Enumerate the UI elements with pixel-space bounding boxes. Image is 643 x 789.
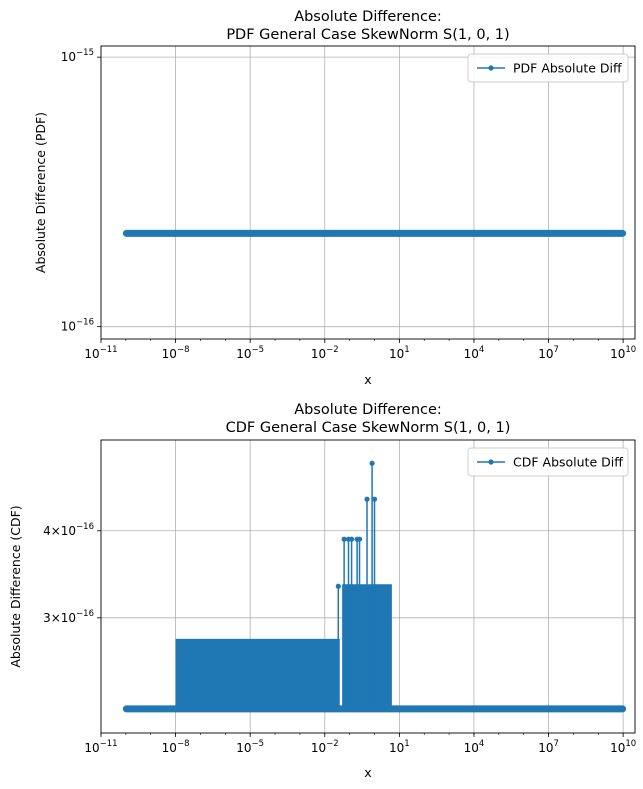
x-tick-label-base: 10 <box>538 741 553 755</box>
x-tick-label: 10−8 <box>162 345 190 361</box>
y-tick-label: 4×10−16 <box>43 522 94 538</box>
y-axis-label: Absolute Difference (CDF) <box>8 505 23 667</box>
y-tick-label-exponent: −16 <box>76 609 94 619</box>
series-pdf-absolute-diff <box>122 229 627 237</box>
legend-box <box>467 447 629 477</box>
x-tick-label-exponent: −8 <box>177 345 190 355</box>
y-tick-label-exponent: −16 <box>76 522 94 532</box>
x-tick-label-exponent: −5 <box>252 739 265 749</box>
legend-box <box>467 53 629 83</box>
y-tick-label-base: 3×10 <box>43 611 76 625</box>
legend-marker-swatch <box>488 65 494 71</box>
x-tick-label: 104 <box>464 739 485 755</box>
chart-title: Absolute Difference: <box>294 402 442 418</box>
spike-point <box>341 536 347 542</box>
x-tick-label: 10−2 <box>311 345 339 361</box>
x-tick-label-exponent: 4 <box>479 739 484 749</box>
y-tick-label-base: 4×10 <box>43 524 76 538</box>
x-tick-label-base: 10 <box>464 347 479 361</box>
x-tick-label-exponent: −11 <box>100 739 118 749</box>
plot-frame <box>100 439 636 734</box>
spike-point <box>335 583 341 589</box>
chart-subtitle: CDF General Case SkewNorm S(1, 0, 1) <box>226 420 511 436</box>
x-tick-label-base: 10 <box>236 347 251 361</box>
x-tick-label-base: 10 <box>162 347 177 361</box>
x-tick-label-base: 10 <box>236 741 251 755</box>
y-tick-label: 3×10−16 <box>43 609 94 625</box>
x-tick-label-exponent: 7 <box>553 739 558 749</box>
x-tick-label-base: 10 <box>311 741 326 755</box>
spike-point <box>371 496 378 502</box>
x-axis-label: x <box>364 372 371 387</box>
y-tick-label-base: 10 <box>61 50 76 64</box>
x-tick-label-base: 10 <box>464 741 479 755</box>
y-tick-label-base: 10 <box>61 320 76 334</box>
x-tick-label-exponent: 7 <box>553 345 558 355</box>
x-tick-label-exponent: 10 <box>625 345 636 355</box>
plot-frame <box>100 45 636 340</box>
chart-panel-pdf: 10−11 10−8 10−5 10−2 101 104 107 101010−1610−15… <box>33 9 636 387</box>
legend-label: PDF Absolute Diff <box>513 61 622 76</box>
series-cdf-absolute-diff <box>122 460 627 713</box>
chart-title: Absolute Difference: <box>294 9 442 25</box>
x-axis-label: x <box>364 765 371 780</box>
x-tick-label-exponent: −5 <box>252 345 265 355</box>
x-tick-label: 107 <box>538 345 559 361</box>
x-tick-label-exponent: 10 <box>625 739 636 749</box>
x-tick-label-exponent: −2 <box>326 345 339 355</box>
x-tick-label-exponent: 1 <box>404 739 409 749</box>
series-markers <box>122 229 627 237</box>
x-tick-label: 10−8 <box>162 739 190 755</box>
x-tick-label-base: 10 <box>84 347 99 361</box>
x-tick-label-exponent: −2 <box>326 739 339 749</box>
x-tick-label: 104 <box>464 345 485 361</box>
legend-label: CDF Absolute Diff <box>513 455 623 470</box>
y-tick-label-exponent: −15 <box>76 48 94 58</box>
oscillation-band-low <box>175 638 340 709</box>
chart-subtitle: PDF General Case SkewNorm S(1, 0, 1) <box>226 27 509 43</box>
legend-marker-swatch <box>488 459 494 465</box>
x-tick-label-exponent: 1 <box>404 345 409 355</box>
spike-point <box>356 536 363 542</box>
x-tick-label: 10−5 <box>236 739 264 755</box>
spike-point <box>369 460 375 466</box>
chart-panel-cdf: 10−11 10−8 10−5 10−2 101 104 107 10103×10−164×1… <box>8 402 636 780</box>
y-tick-label: 10−16 <box>61 318 94 334</box>
spike-point <box>364 496 370 502</box>
x-tick-label-base: 10 <box>311 347 326 361</box>
x-tick-label-exponent: 4 <box>479 345 484 355</box>
x-tick-label: 107 <box>538 739 559 755</box>
legend: CDF Absolute Diff <box>467 447 629 477</box>
x-tick-label-base: 10 <box>389 347 404 361</box>
spike-point <box>349 536 355 542</box>
x-tick-label: 10−2 <box>311 739 339 755</box>
y-tick-label-exponent: −16 <box>76 318 94 328</box>
legend: PDF Absolute Diff <box>467 53 629 83</box>
x-tick-label-exponent: −11 <box>100 345 118 355</box>
x-tick-label-base: 10 <box>610 741 625 755</box>
x-tick-label: 101 <box>389 345 410 361</box>
x-tick-label-base: 10 <box>84 741 99 755</box>
y-axis-label: Absolute Difference (PDF) <box>33 112 48 273</box>
x-tick-label-base: 10 <box>389 741 404 755</box>
x-tick-label-base: 10 <box>610 347 625 361</box>
baseline-markers <box>122 705 627 713</box>
y-tick-label: 10−15 <box>61 48 94 64</box>
x-tick-label: 10−11 <box>84 739 117 755</box>
x-tick-label-base: 10 <box>162 741 177 755</box>
x-tick-label-exponent: −8 <box>177 739 190 749</box>
x-tick-label: 10−11 <box>84 345 117 361</box>
x-tick-label: 1010 <box>610 739 636 755</box>
x-tick-label: 1010 <box>610 345 636 361</box>
x-tick-label-base: 10 <box>538 347 553 361</box>
x-tick-label: 10−5 <box>236 345 264 361</box>
x-tick-label: 101 <box>389 739 410 755</box>
